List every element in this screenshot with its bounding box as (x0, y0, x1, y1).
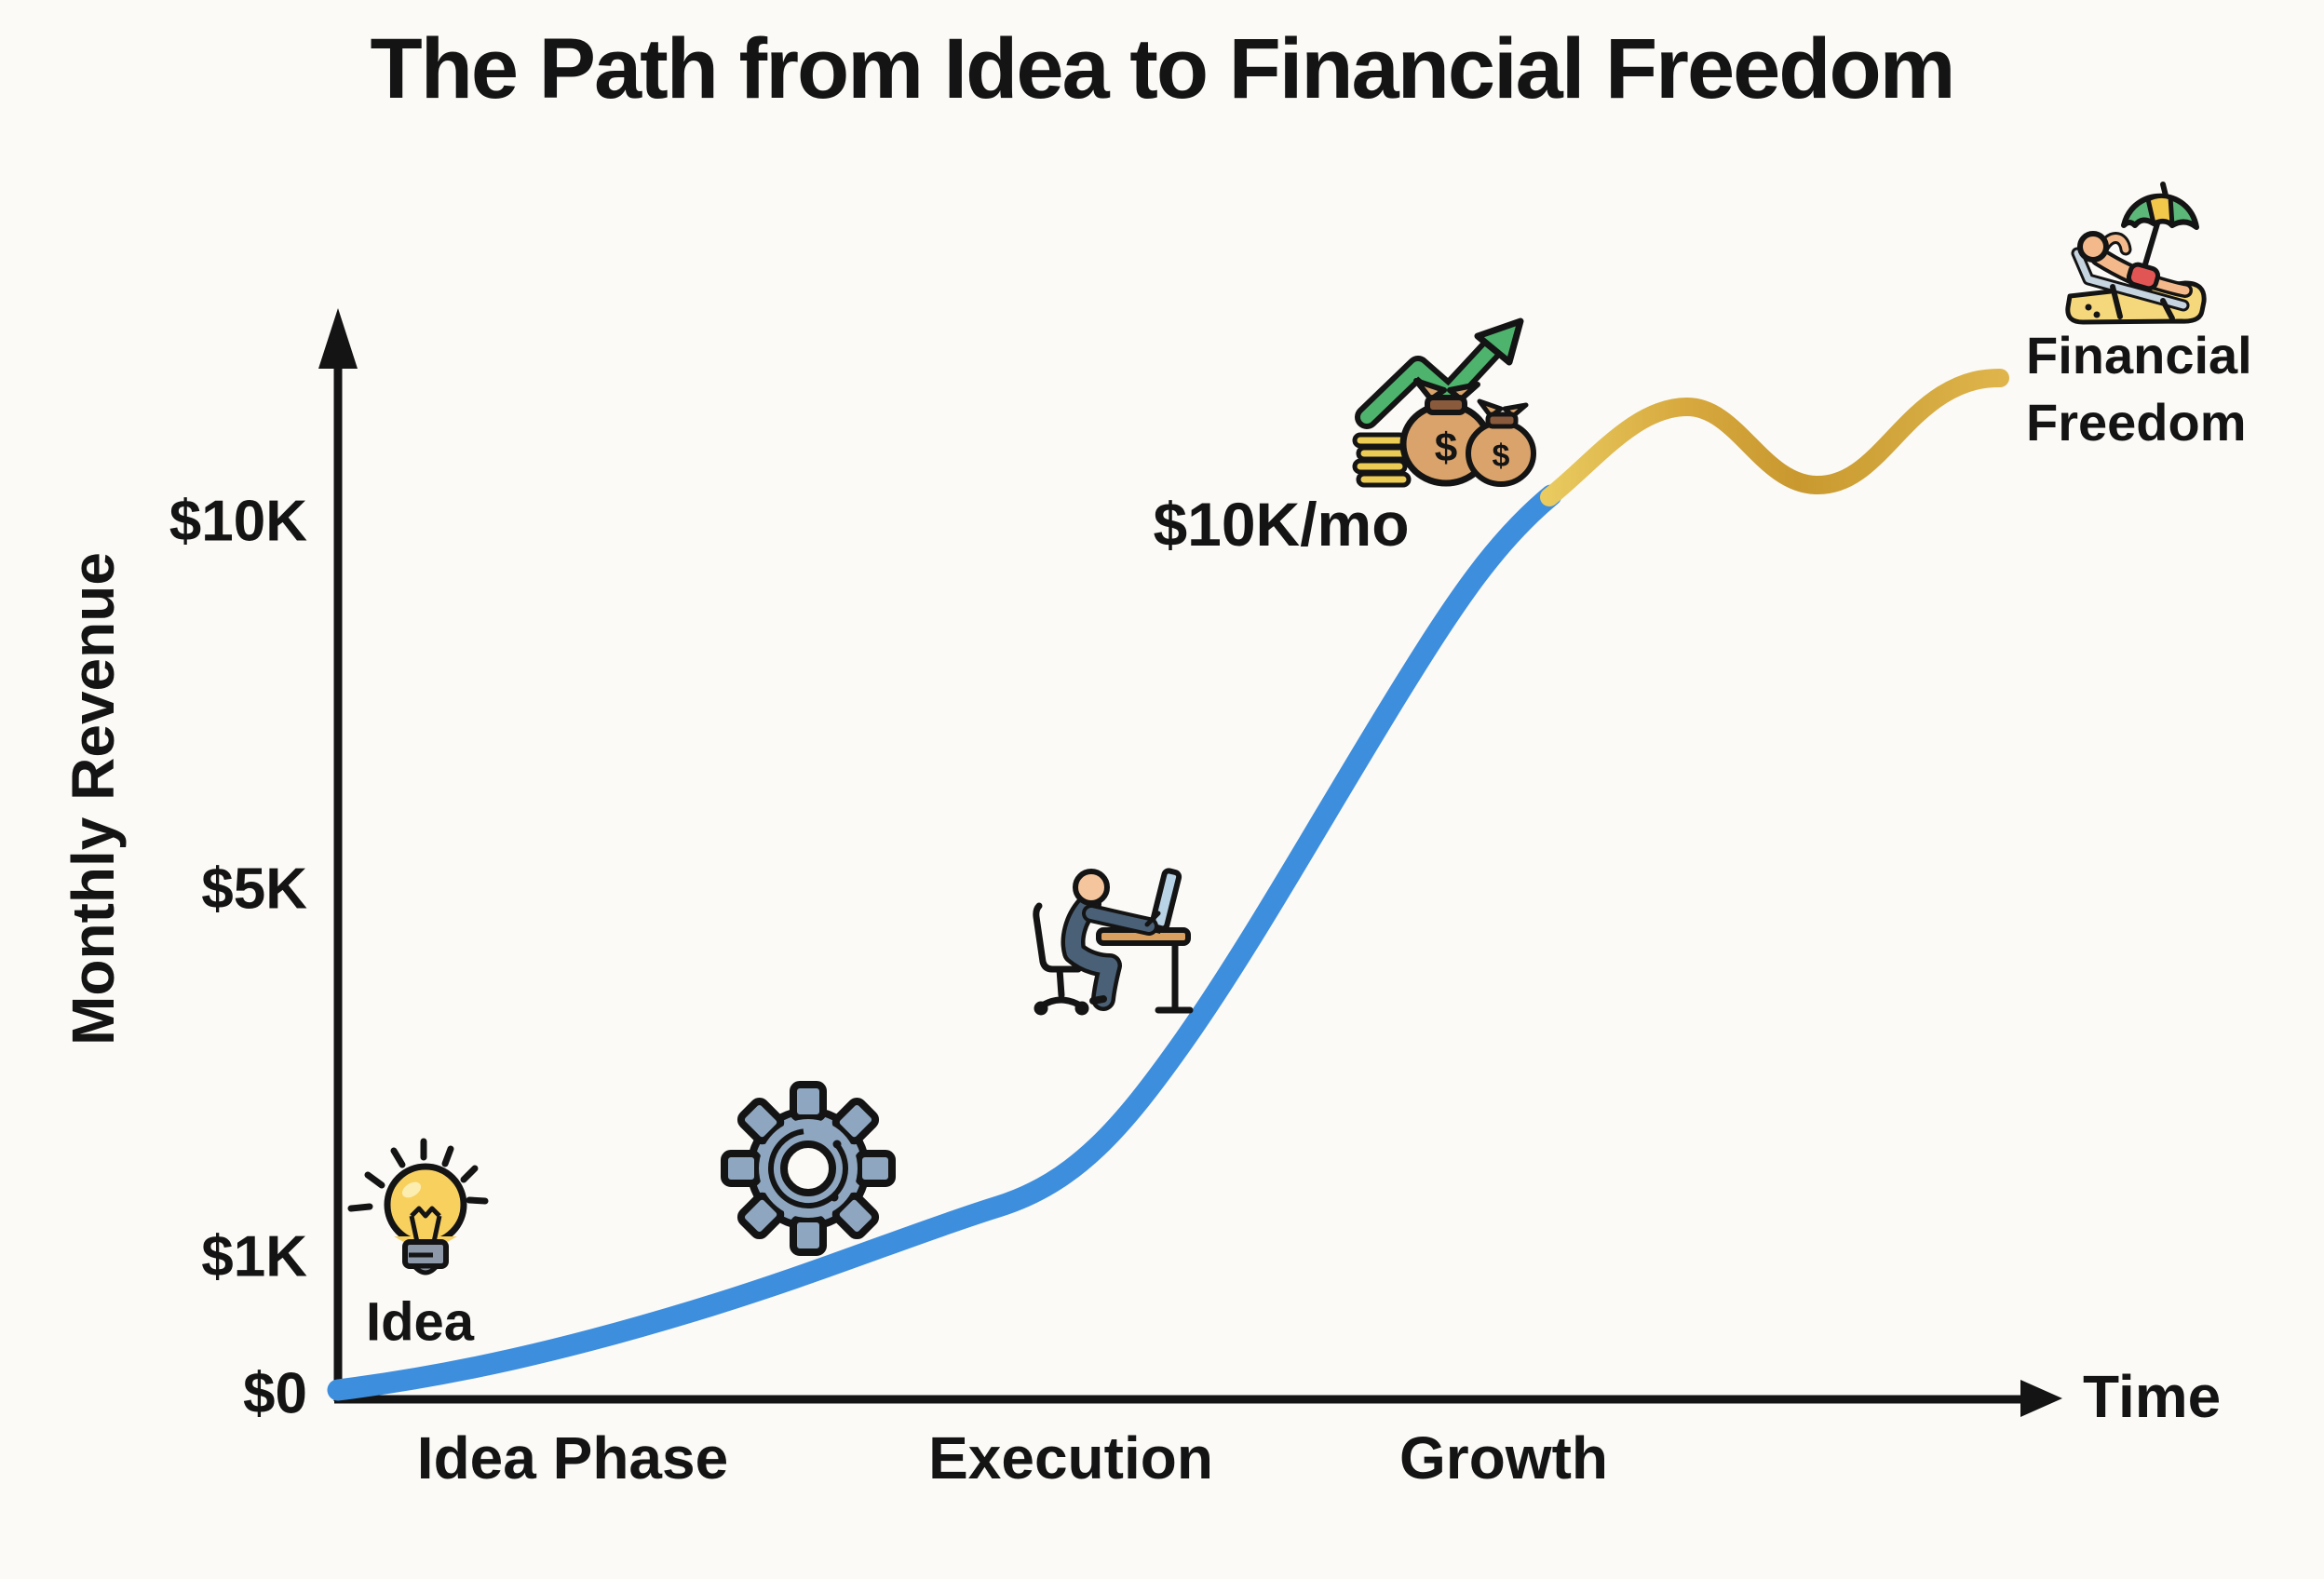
y-tick-10k: $10K (169, 489, 307, 554)
y-tick-0: $0 (243, 1361, 307, 1426)
x-phase-execution: Execution (928, 1424, 1213, 1491)
revenue-curve-blue (327, 484, 1562, 1401)
y-tick-5k: $5K (201, 857, 307, 922)
financial-freedom-line2: Freedom (2026, 393, 2247, 452)
dollar-sign-large: $ (1435, 425, 1457, 471)
revenue-curve-gold (1540, 369, 2009, 506)
y-axis (318, 308, 358, 1401)
revenue-milestone-annotation: $10K/mo (1153, 490, 1410, 559)
x-axis (334, 1380, 2062, 1417)
dollar-sign-small: $ (1493, 439, 1510, 474)
x-axis-label: Time (2083, 1363, 2222, 1430)
x-axis-arrowhead (2020, 1380, 2062, 1417)
idea-annotation: Idea (365, 1291, 475, 1353)
lightbulb-icon (347, 1138, 489, 1275)
financial-freedom-line1: Financial (2026, 326, 2252, 385)
y-tick-1k: $1K (201, 1224, 307, 1289)
money-growth-icon: $ $ (1352, 317, 1536, 488)
x-phase-idea-phase: Idea Phase (416, 1424, 729, 1491)
financial-freedom-annotation: Financial Freedom (2026, 322, 2252, 456)
gear-icon (721, 1081, 896, 1256)
y-axis-label: Monthly Revenue (60, 552, 127, 1046)
y-axis-arrowhead (318, 308, 358, 369)
beach-relax-icon (2065, 182, 2207, 325)
person-working-icon (1033, 868, 1194, 1016)
chart-title: The Path from Idea to Financial Freedom (370, 21, 1956, 116)
money-bag-small: $ (1466, 398, 1536, 487)
x-phase-growth: Growth (1399, 1424, 1608, 1491)
